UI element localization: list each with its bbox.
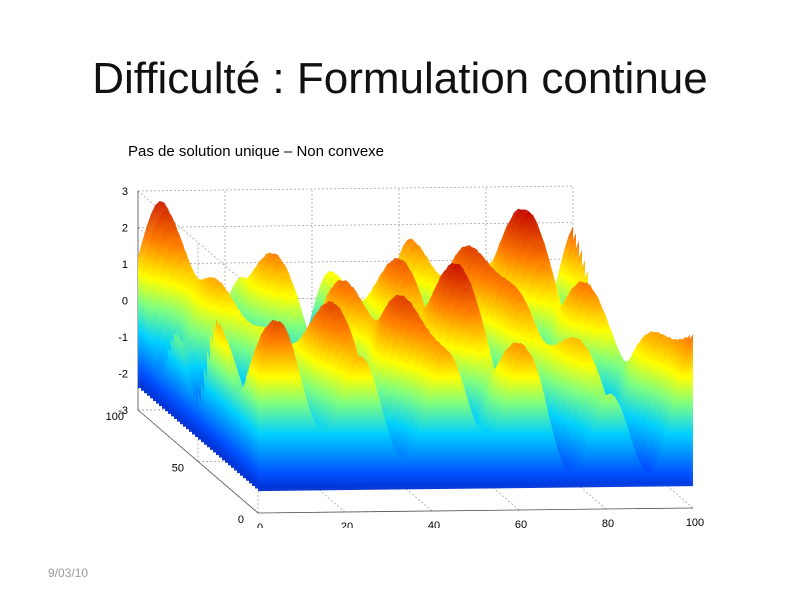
x-tick-label: 80 (602, 518, 614, 528)
chart-title: Pas de solution unique – Non convexe (128, 143, 384, 160)
gridline (137, 258, 574, 265)
x-tick-label: 0 (257, 522, 263, 528)
axis-labels: 3 2 1 0 -1 -2 -3 0 20 40 60 80 100 0 50 100 (106, 186, 705, 528)
footer-date: 9/03/10 (48, 566, 89, 580)
z-tick-label: -2 (118, 369, 128, 381)
surface-plot: 3 2 1 0 -1 -2 -3 0 20 40 60 80 100 0 50 100 Pas de solu… (106, 143, 705, 528)
z-tick-label: 3 (122, 186, 128, 198)
x-tick-label: 60 (515, 519, 527, 528)
surface-strip (258, 321, 693, 492)
surface-mesh (138, 201, 693, 492)
axis-line (257, 507, 694, 514)
x-tick-label: 20 (341, 521, 353, 528)
x-tick-label: 100 (686, 517, 704, 528)
y-tick-label: 50 (172, 463, 184, 475)
z-tick-label: 1 (122, 259, 128, 271)
z-tick-label: 2 (122, 223, 128, 235)
z-tick-label: 0 (122, 296, 128, 308)
y-tick-label: 100 (106, 411, 124, 423)
gridline (137, 185, 574, 192)
axis-line (137, 409, 259, 514)
z-tick-label: -3 (118, 405, 128, 417)
z-tick-label: -1 (118, 332, 128, 344)
slide-title: Difficulté : Formulation continue (92, 54, 708, 103)
gridline (137, 222, 574, 228)
surface-plot-figure: 3 2 1 0 -1 -2 -3 0 20 40 60 80 100 0 50 100 Pas de solu… (70, 128, 730, 528)
x-tick-label: 40 (428, 520, 440, 528)
y-tick-label: 0 (238, 514, 244, 526)
